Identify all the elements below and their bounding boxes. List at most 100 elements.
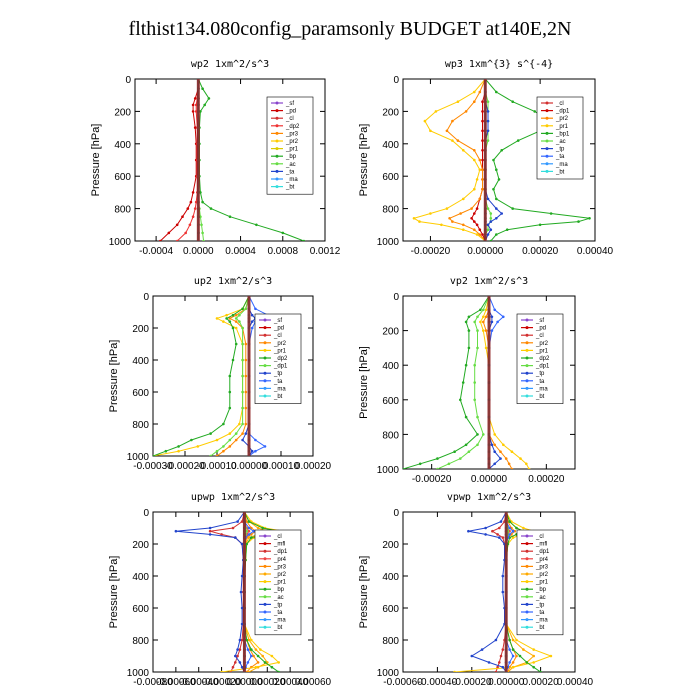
series-marker [489, 228, 493, 231]
series-marker [228, 390, 232, 394]
y-tick-label: 1000 [127, 452, 150, 463]
series-marker [516, 139, 520, 142]
series-marker [241, 432, 244, 435]
series-marker [484, 315, 488, 319]
chart-panel-5: upwp 1xm^2/s^3 Pressure [hPa] 0 200 400 600 80… [108, 492, 332, 688]
series-marker [220, 533, 223, 536]
legend-label: _pr3 [273, 564, 287, 570]
series-marker [494, 670, 498, 672]
series-marker [193, 207, 197, 210]
y-tick-label: 400 [132, 356, 149, 367]
series-marker [464, 320, 468, 324]
series-group [159, 79, 306, 241]
series-marker [473, 149, 476, 152]
series-marker [461, 381, 465, 384]
legend-marker [263, 348, 267, 352]
series-marker [225, 313, 228, 317]
x-tick-label: 0.00040 [557, 677, 594, 688]
series-marker [238, 638, 242, 642]
series-marker [486, 197, 490, 201]
series-marker [247, 670, 251, 672]
series-marker [429, 212, 432, 215]
legend-marker [525, 549, 529, 553]
legend-label: _sf [285, 101, 294, 107]
series-marker [481, 119, 484, 123]
legend-label: _pr1 [273, 580, 287, 586]
series-marker [501, 648, 505, 651]
series-marker [250, 638, 253, 642]
series-marker [418, 220, 421, 223]
x-tick-label: 0.0012 [310, 246, 341, 257]
series-marker [423, 119, 427, 123]
legend-label: _bt [273, 394, 283, 400]
series-marker [481, 100, 484, 103]
series-marker [159, 239, 162, 241]
legend-marker [275, 131, 279, 135]
series-marker [434, 110, 438, 113]
series-marker [231, 526, 235, 530]
legend-label: _pd [285, 109, 296, 115]
series-marker [494, 638, 498, 642]
series-marker [481, 158, 484, 162]
series-marker [453, 450, 456, 454]
legend-label: _ta [273, 610, 283, 616]
legend-marker [263, 572, 267, 576]
series-marker [473, 381, 477, 384]
series-marker [484, 526, 487, 530]
y-axis-label: Pressure [hPa] [90, 124, 102, 197]
series-marker [228, 374, 232, 378]
legend-label: _dp2 [285, 124, 300, 130]
series-marker [250, 648, 253, 651]
series-marker [175, 239, 179, 241]
series-marker [489, 217, 493, 220]
series-marker [481, 168, 484, 171]
series-marker [228, 406, 232, 410]
legend-label: _dp1 [555, 109, 570, 115]
series-marker [448, 217, 451, 220]
series-marker [473, 158, 476, 162]
series-marker [527, 467, 531, 469]
series-marker [476, 329, 479, 332]
series-marker [532, 665, 535, 669]
legend-marker [525, 587, 529, 591]
series-marker [234, 317, 238, 320]
y-tick-label: 0 [143, 292, 149, 303]
series-marker [478, 168, 482, 171]
series-marker [493, 462, 497, 466]
x-tick-label: -0.00040 [418, 677, 458, 688]
series-marker [493, 450, 497, 454]
series-marker [486, 139, 490, 142]
series-marker [241, 438, 244, 442]
legend-marker [525, 564, 529, 568]
series-marker [532, 661, 535, 664]
series-marker [244, 406, 248, 410]
series-marker [490, 320, 494, 324]
series-marker [490, 329, 494, 332]
series-marker [493, 443, 497, 447]
series-marker [209, 207, 213, 210]
series-marker [467, 450, 471, 454]
series-marker [228, 317, 232, 320]
series-marker [511, 648, 515, 651]
legend-marker [275, 154, 279, 158]
series-group [453, 512, 553, 672]
legend-label: _dp1 [273, 364, 288, 370]
series-marker [436, 457, 439, 460]
series-marker [511, 661, 515, 664]
series-marker [236, 520, 239, 523]
legend-marker [263, 595, 267, 599]
series-line [437, 296, 490, 469]
y-tick-label: 600 [382, 172, 399, 183]
legend-label: _pr1 [285, 147, 299, 153]
y-tick-label: 800 [382, 430, 399, 441]
y-tick-label: 600 [132, 388, 149, 399]
legend-label: _bt [555, 169, 565, 175]
y-tick-label: 0 [125, 75, 131, 86]
legend-label: _bt [285, 185, 295, 191]
y-tick-label: 200 [132, 540, 149, 551]
series-line [468, 512, 507, 672]
series-marker [445, 207, 449, 210]
series-marker [270, 654, 274, 658]
series-marker [500, 149, 504, 152]
legend-marker [525, 371, 529, 375]
